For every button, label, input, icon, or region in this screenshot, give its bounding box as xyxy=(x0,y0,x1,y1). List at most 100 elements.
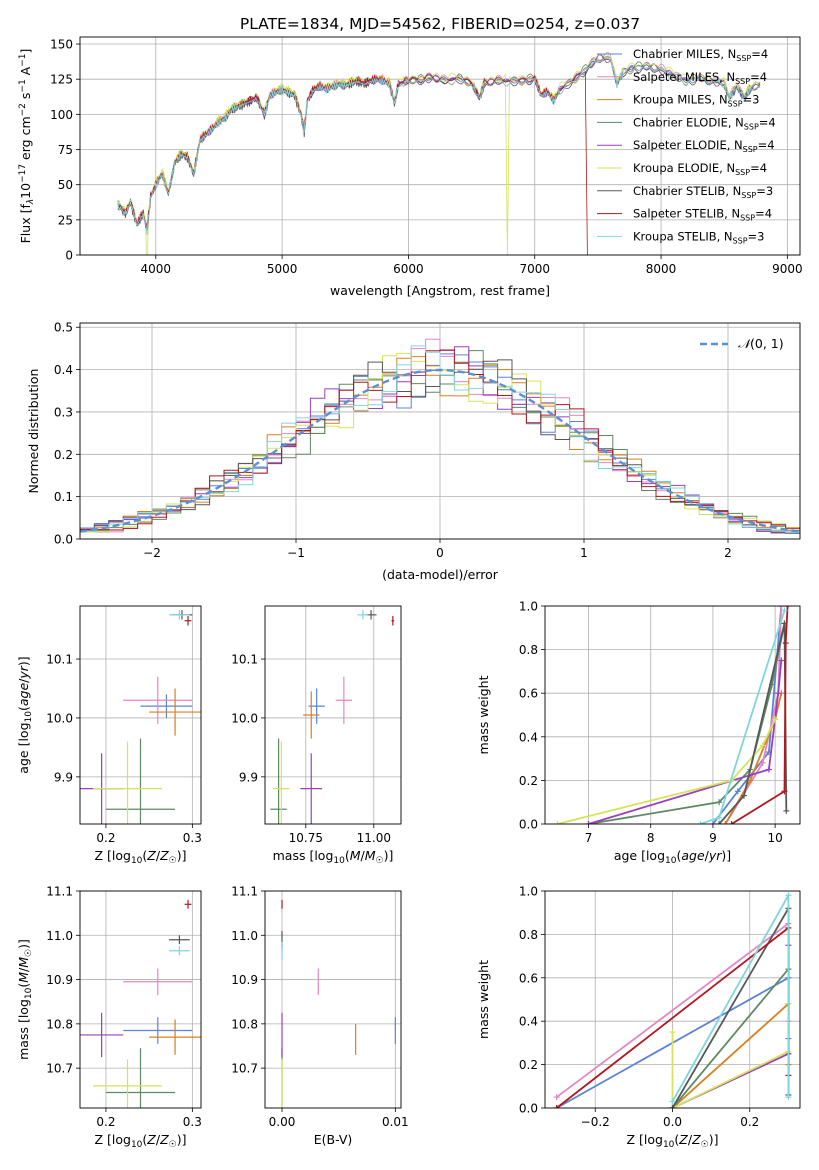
y-tick-label: 0.8 xyxy=(519,928,538,942)
legend-entry: Chabrier ELODIE, NSSP=4 xyxy=(633,115,776,131)
mass-y-label: mass [log10(M/M☉)] xyxy=(16,939,34,1060)
errorbar-point xyxy=(184,616,192,626)
weight-line-0 xyxy=(712,606,783,824)
errorbar-point xyxy=(92,1059,163,1108)
y-tick-label: 0.0 xyxy=(54,533,73,547)
errorbar-point xyxy=(105,1048,176,1108)
y-tick-label: 0.0 xyxy=(519,1102,538,1116)
y-tick-label: 0.2 xyxy=(54,448,73,462)
residuals-axes: −2 −1 0 1 2 0.0 0.1 0.2 0.3 0.4 0.5 xyxy=(54,321,800,560)
y-tick-label: 0 xyxy=(65,249,73,263)
legend-entry: Salpeter STELIB, NSSP=4 xyxy=(633,207,772,223)
histogram-series xyxy=(80,338,800,536)
spectrum-axes: 4000 5000 6000 7000 8000 9000 0 25 50 75 100 125 150 xyxy=(50,37,803,276)
figure-title: PLATE=1834, MJD=54562, FIBERID=0254, z=0… xyxy=(240,15,640,33)
y-tick-label: 0.5 xyxy=(54,321,73,335)
errorbar-point xyxy=(391,616,395,626)
weight-vs-age-frame xyxy=(544,605,801,825)
legend-entry: Kroupa STELIB, NSSP=3 xyxy=(633,229,764,245)
legend-entry: Chabrier STELIB, NSSP=3 xyxy=(633,184,773,200)
errorbar-point xyxy=(335,676,353,724)
weight-line-5 xyxy=(557,719,776,824)
x-tick-label: 8 xyxy=(647,831,655,845)
y-tick-label: 11.1 xyxy=(231,885,258,899)
x-axis-label: Z [log10(Z/Z☉)] xyxy=(94,848,186,866)
x-tick-label: 1 xyxy=(580,546,588,560)
y-tick-label: 25 xyxy=(58,213,73,227)
y-tick-label: 0.6 xyxy=(519,687,538,701)
errorbar-point xyxy=(123,968,193,996)
y-tick-label: 0.2 xyxy=(519,1058,538,1072)
errorbar-point xyxy=(169,946,190,956)
errorbar-point xyxy=(149,1019,201,1055)
legend-entry: Salpeter MILES, NSSP=4 xyxy=(633,70,767,86)
legend-entry-normal: 𝒩(0, 1) xyxy=(738,336,784,351)
x-tick-label: 0.2 xyxy=(96,831,115,845)
x-tick-label: 0.0 xyxy=(663,1115,682,1129)
y-tick-label: 125 xyxy=(50,73,73,87)
x-tick-label: 11.00 xyxy=(357,831,391,845)
weight-line-6 xyxy=(671,905,790,1108)
y-tick-label: 0.4 xyxy=(519,730,538,744)
weight-line-7 xyxy=(731,606,789,824)
errorbar-point xyxy=(123,676,193,724)
x-tick-label: 0.00 xyxy=(269,1115,296,1129)
x-tick-label: 10 xyxy=(767,831,782,845)
x-tick-label: 2 xyxy=(724,546,732,560)
errorbar-point xyxy=(80,1012,124,1058)
spectrum-line-5 xyxy=(117,53,761,255)
x-tick-label: −2 xyxy=(143,546,161,560)
weight-age-x-label: age [log10(age/yr)] xyxy=(614,848,731,866)
x-tick-label: 9 xyxy=(709,831,717,845)
x-tick-label: 0 xyxy=(436,546,444,560)
residuals-x-label: (data-model)/error xyxy=(382,567,499,582)
spectrum-series xyxy=(117,52,761,255)
y-tick-label: 10.8 xyxy=(46,1017,73,1031)
y-tick-label: 75 xyxy=(58,143,73,157)
age-vs-Z-frame xyxy=(79,605,202,825)
age-y-label: age [log10(age/yr)] xyxy=(16,656,34,773)
weight-line-4 xyxy=(672,945,790,1108)
age-vs-Z-axes: 0.2 0.3 9.9 10.0 10.1 xyxy=(46,606,202,845)
spectrum-line-8 xyxy=(117,55,761,235)
x-tick-label: −0.2 xyxy=(581,1115,610,1129)
weight-vs-Z-y-label: mass weight xyxy=(476,960,491,1039)
legend-entry: Salpeter ELODIE, NSSP=4 xyxy=(633,138,775,154)
x-tick-label: 7000 xyxy=(519,262,550,276)
y-tick-label: 10.8 xyxy=(231,1017,258,1031)
age-vs-mass-axes: 10.75 11.00 9.9 10.0 10.1 xyxy=(231,606,401,845)
x-tick-label: 6000 xyxy=(393,262,424,276)
x-tick-label: 4000 xyxy=(141,262,172,276)
y-tick-label: 10.9 xyxy=(231,973,258,987)
age-vs-mass-points xyxy=(270,610,395,824)
x-axis-label: Z [log10(Z/Z☉)] xyxy=(626,1132,718,1150)
x-tick-label: 0.3 xyxy=(183,831,202,845)
age-vs-Z-points xyxy=(80,610,201,824)
errorbar-point xyxy=(92,741,163,824)
weight-vs-age-lines xyxy=(554,606,791,824)
x-axis-label: Z [log10(Z/Z☉)] xyxy=(94,1132,186,1150)
errorbar-point xyxy=(300,753,323,824)
errorbar-point xyxy=(105,738,176,824)
y-tick-label: 100 xyxy=(50,108,73,122)
y-tick-label: 0.0 xyxy=(519,818,538,832)
errorbar-point xyxy=(184,899,192,909)
errorbar-point xyxy=(169,935,190,945)
x-tick-label: 5000 xyxy=(267,262,298,276)
weight-vs-Z-frame xyxy=(544,890,801,1109)
x-tick-label: −1 xyxy=(287,546,305,560)
y-tick-label: 11.0 xyxy=(231,929,258,943)
weight-vs-age-y-label: mass weight xyxy=(476,675,491,754)
mass-vs-EBV-axes: 0.00 0.01 10.7 10.8 10.9 11.0 11.1 xyxy=(231,885,408,1130)
y-tick-label: 0.2 xyxy=(519,774,538,788)
y-tick-label: 50 xyxy=(58,178,73,192)
ebv-x-label: E(B-V) xyxy=(314,1132,353,1147)
mass-x-label: mass [log10(M/M☉)] xyxy=(273,848,394,866)
errorbar-point xyxy=(273,741,290,824)
errorbar-point xyxy=(149,688,201,736)
errorbar-point xyxy=(169,610,190,620)
y-tick-label: 0.8 xyxy=(519,643,538,657)
y-tick-label: 150 xyxy=(50,38,73,52)
x-tick-label: 9000 xyxy=(772,262,803,276)
